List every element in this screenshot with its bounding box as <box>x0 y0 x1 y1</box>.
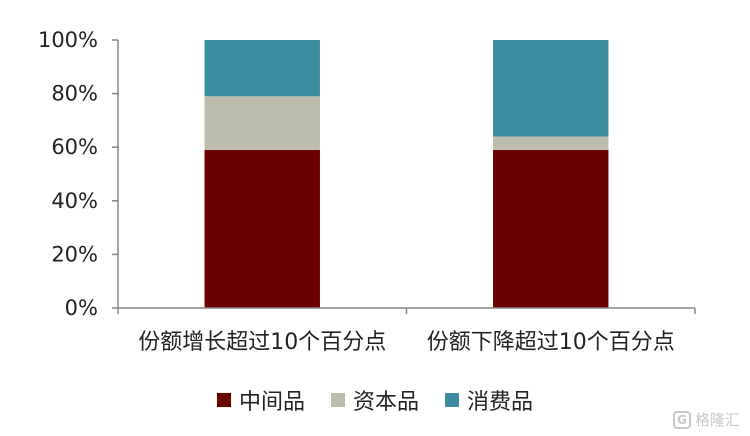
legend: 中间品 资本品 消费品 <box>0 384 750 416</box>
y-tick-label-1: 20% <box>51 242 98 266</box>
category-label-1: 份额下降超过10个百分点 <box>427 330 675 355</box>
axes-group <box>112 39 696 314</box>
y-tick-label-4: 80% <box>51 82 98 106</box>
watermark: G 格隆汇 <box>672 409 740 430</box>
category-label-0: 份额增长超过10个百分点 <box>138 330 386 355</box>
y-tick-label-3: 60% <box>51 135 98 159</box>
bar-segment-0-2 <box>204 40 320 97</box>
watermark-logo-icon: G <box>672 410 691 429</box>
bars-group <box>204 40 609 308</box>
stacked-bar-chart: 份额增长超过10个百分点 份额下降超过10个百分点 0% 20% 40% 60% 80% 10… <box>38 28 696 355</box>
legend-item-0: 中间品 <box>216 384 305 416</box>
y-tick-label-0: 0% <box>65 296 98 320</box>
legend-item-1: 资本品 <box>330 384 419 416</box>
legend-swatch-2 <box>445 393 459 407</box>
legend-label-0: 中间品 <box>238 390 305 415</box>
labels-group: 份额增长超过10个百分点 份额下降超过10个百分点 0% 20% 40% 60% 80% 10… <box>38 28 675 355</box>
bar-segment-1-0 <box>493 149 609 308</box>
bar-segment-1-1 <box>493 136 609 150</box>
y-tick-label-2: 40% <box>51 189 98 213</box>
legend-label-1: 资本品 <box>352 390 419 415</box>
bar-segment-0-1 <box>204 96 320 150</box>
watermark-text: 格隆汇 <box>694 411 740 429</box>
legend-swatch-1 <box>330 393 345 407</box>
bar-segment-0-0 <box>204 149 320 308</box>
legend-item-2: 消费品 <box>445 384 533 416</box>
y-tick-label-5: 100% <box>38 28 98 52</box>
legend-label-2: 消费品 <box>467 390 534 415</box>
legend-swatch-0 <box>216 393 231 407</box>
bar-segment-1-2 <box>493 40 609 137</box>
